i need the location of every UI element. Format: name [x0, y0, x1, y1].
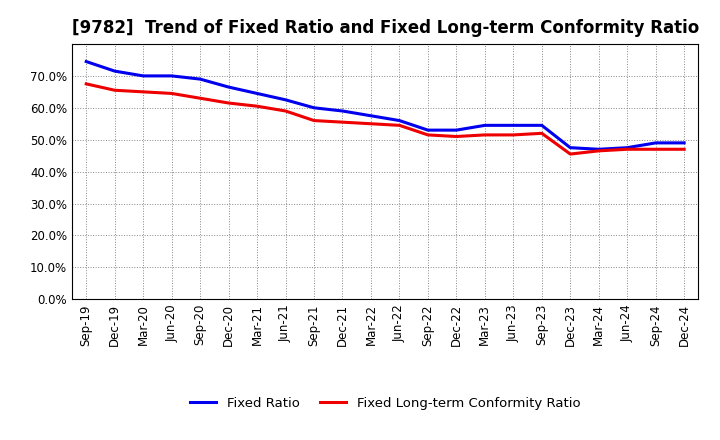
Fixed Ratio	[139, 73, 148, 78]
Fixed Long-term Conformity Ratio	[452, 134, 461, 139]
Legend: Fixed Ratio, Fixed Long-term Conformity Ratio: Fixed Ratio, Fixed Long-term Conformity …	[185, 392, 585, 415]
Fixed Ratio	[253, 91, 261, 96]
Fixed Long-term Conformity Ratio	[395, 123, 404, 128]
Fixed Ratio	[652, 140, 660, 146]
Fixed Ratio	[509, 123, 518, 128]
Fixed Ratio	[480, 123, 489, 128]
Fixed Long-term Conformity Ratio	[366, 121, 375, 126]
Fixed Long-term Conformity Ratio	[82, 81, 91, 87]
Fixed Long-term Conformity Ratio	[680, 147, 688, 152]
Fixed Ratio	[338, 108, 347, 114]
Fixed Long-term Conformity Ratio	[509, 132, 518, 138]
Fixed Long-term Conformity Ratio	[167, 91, 176, 96]
Line: Fixed Ratio: Fixed Ratio	[86, 62, 684, 149]
Fixed Ratio	[395, 118, 404, 123]
Fixed Ratio	[623, 145, 631, 150]
Fixed Long-term Conformity Ratio	[139, 89, 148, 95]
Fixed Ratio	[366, 113, 375, 118]
Fixed Long-term Conformity Ratio	[110, 88, 119, 93]
Fixed Long-term Conformity Ratio	[225, 100, 233, 106]
Fixed Long-term Conformity Ratio	[423, 132, 432, 138]
Fixed Long-term Conformity Ratio	[480, 132, 489, 138]
Fixed Long-term Conformity Ratio	[652, 147, 660, 152]
Fixed Long-term Conformity Ratio	[537, 131, 546, 136]
Line: Fixed Long-term Conformity Ratio: Fixed Long-term Conformity Ratio	[86, 84, 684, 154]
Fixed Ratio	[310, 105, 318, 110]
Fixed Ratio	[167, 73, 176, 78]
Fixed Long-term Conformity Ratio	[338, 120, 347, 125]
Fixed Ratio	[595, 147, 603, 152]
Fixed Ratio	[680, 140, 688, 146]
Fixed Long-term Conformity Ratio	[623, 147, 631, 152]
Fixed Long-term Conformity Ratio	[196, 95, 204, 101]
Fixed Long-term Conformity Ratio	[310, 118, 318, 123]
Fixed Ratio	[537, 123, 546, 128]
Fixed Ratio	[82, 59, 91, 64]
Fixed Long-term Conformity Ratio	[282, 108, 290, 114]
Fixed Ratio	[423, 128, 432, 133]
Fixed Ratio	[225, 84, 233, 90]
Fixed Long-term Conformity Ratio	[566, 151, 575, 157]
Fixed Ratio	[110, 69, 119, 74]
Fixed Ratio	[282, 97, 290, 103]
Fixed Ratio	[196, 77, 204, 82]
Title: [9782]  Trend of Fixed Ratio and Fixed Long-term Conformity Ratio: [9782] Trend of Fixed Ratio and Fixed Lo…	[71, 19, 699, 37]
Fixed Ratio	[452, 128, 461, 133]
Fixed Long-term Conformity Ratio	[595, 148, 603, 154]
Fixed Long-term Conformity Ratio	[253, 103, 261, 109]
Fixed Ratio	[566, 145, 575, 150]
